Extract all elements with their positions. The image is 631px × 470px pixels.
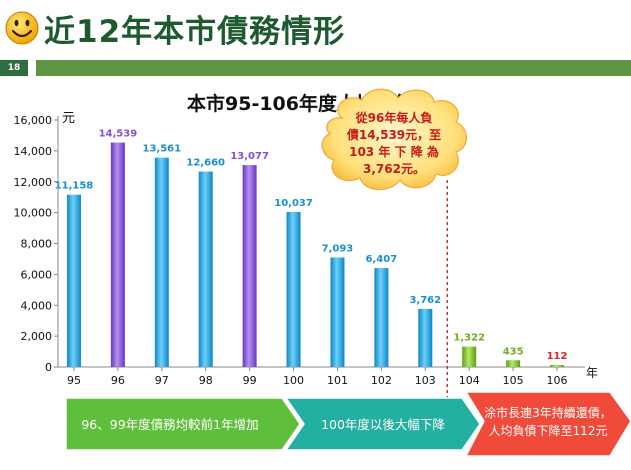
banner-text-3-line-2: 人均負債下降至112元 <box>489 423 608 438</box>
y-tick-label: 8,000 <box>21 238 53 251</box>
x-tick-label-99: 99 <box>243 374 257 387</box>
bar-96 <box>110 142 125 367</box>
x-tick-label-103: 103 <box>415 374 436 387</box>
banner-arrows: 96、99年度債務均較前1年增加 100年度以後大幅下降 涂市長連3年持續還債， 人均… <box>65 391 631 457</box>
y-tick-label: 16,000 <box>14 114 53 127</box>
x-tick-label-104: 104 <box>459 374 480 387</box>
page-title: 近12年本市債務情形 <box>44 14 346 50</box>
bar-series: 11,158 95 14,539 96 13,561 97 12,660 98 13,077 99… <box>55 129 568 407</box>
x-tick-label-98: 98 <box>199 374 213 387</box>
value-label-96: 14,539 <box>99 129 138 140</box>
y-tick-label: 6,000 <box>21 268 53 281</box>
value-label-106: 112 <box>547 351 568 362</box>
bar-103 <box>418 308 433 367</box>
callout-shape <box>321 88 468 191</box>
x-tick-label-101: 101 <box>327 374 348 387</box>
callout-text-line: 從96年每人負 <box>355 110 433 125</box>
x-tick-label-95: 95 <box>67 374 81 387</box>
bar-98 <box>198 171 213 367</box>
banner-arrow-3 <box>464 391 631 457</box>
x-tick-label-96: 96 <box>111 374 125 387</box>
y-tick-label: 10,000 <box>14 207 53 220</box>
bar-97 <box>154 157 169 367</box>
y-tick-label: 0 <box>45 361 52 374</box>
value-label-97: 13,561 <box>142 144 181 155</box>
bar-chart: 本市95-106年度人均負債元年02,0004,0006,0008,00010,… <box>14 88 631 457</box>
bar-101 <box>330 257 345 367</box>
smiley-face-icon <box>5 11 39 45</box>
value-label-102: 6,407 <box>366 254 398 265</box>
header: 近12年本市債務情形 <box>0 0 631 56</box>
callout-text-line: 債14,539元，至 <box>346 127 441 142</box>
callout-text-line: 3,762元。 <box>363 162 425 176</box>
x-tick-label-100: 100 <box>283 374 304 387</box>
bar-104 <box>462 346 477 367</box>
value-label-100: 10,037 <box>274 198 313 209</box>
x-tick-label-105: 105 <box>503 374 524 387</box>
banner-arrow-1 <box>65 397 301 451</box>
value-label-101: 7,093 <box>322 244 354 255</box>
bar-100 <box>286 212 301 367</box>
x-tick-label-102: 102 <box>371 374 392 387</box>
banner-text-1: 96、99年度債務均較前1年增加 <box>81 417 258 432</box>
bar-95 <box>66 194 81 367</box>
banner-text-2: 100年度以後大幅下降 <box>321 417 445 432</box>
bar-102 <box>374 268 389 367</box>
page-number: 18 <box>0 60 28 76</box>
value-label-103: 3,762 <box>409 295 441 306</box>
banner-text-3-line-1: 涂市長連3年持續還債， <box>484 405 612 420</box>
bar-105 <box>506 360 521 367</box>
y-tick-label: 2,000 <box>21 330 53 343</box>
x-tick-label-106: 106 <box>547 374 568 387</box>
value-label-95: 11,158 <box>55 181 94 192</box>
y-axis-label: 元 <box>62 111 75 126</box>
y-tick-label: 12,000 <box>14 176 53 189</box>
y-tick-label: 4,000 <box>21 299 53 312</box>
x-axis-label: 年 <box>586 366 598 380</box>
value-label-104: 1,322 <box>453 333 485 344</box>
x-tick-label-97: 97 <box>155 374 169 387</box>
header-strip <box>36 60 631 76</box>
banner-arrow-2 <box>284 397 481 451</box>
bar-99 <box>242 165 257 367</box>
value-label-99: 13,077 <box>230 151 269 162</box>
value-label-105: 435 <box>503 346 524 357</box>
y-tick-label: 14,000 <box>14 145 53 158</box>
callout-text-line: 103 年 下 降 為 <box>349 144 439 159</box>
bar-106 <box>550 365 565 367</box>
value-label-98: 12,660 <box>186 158 225 169</box>
